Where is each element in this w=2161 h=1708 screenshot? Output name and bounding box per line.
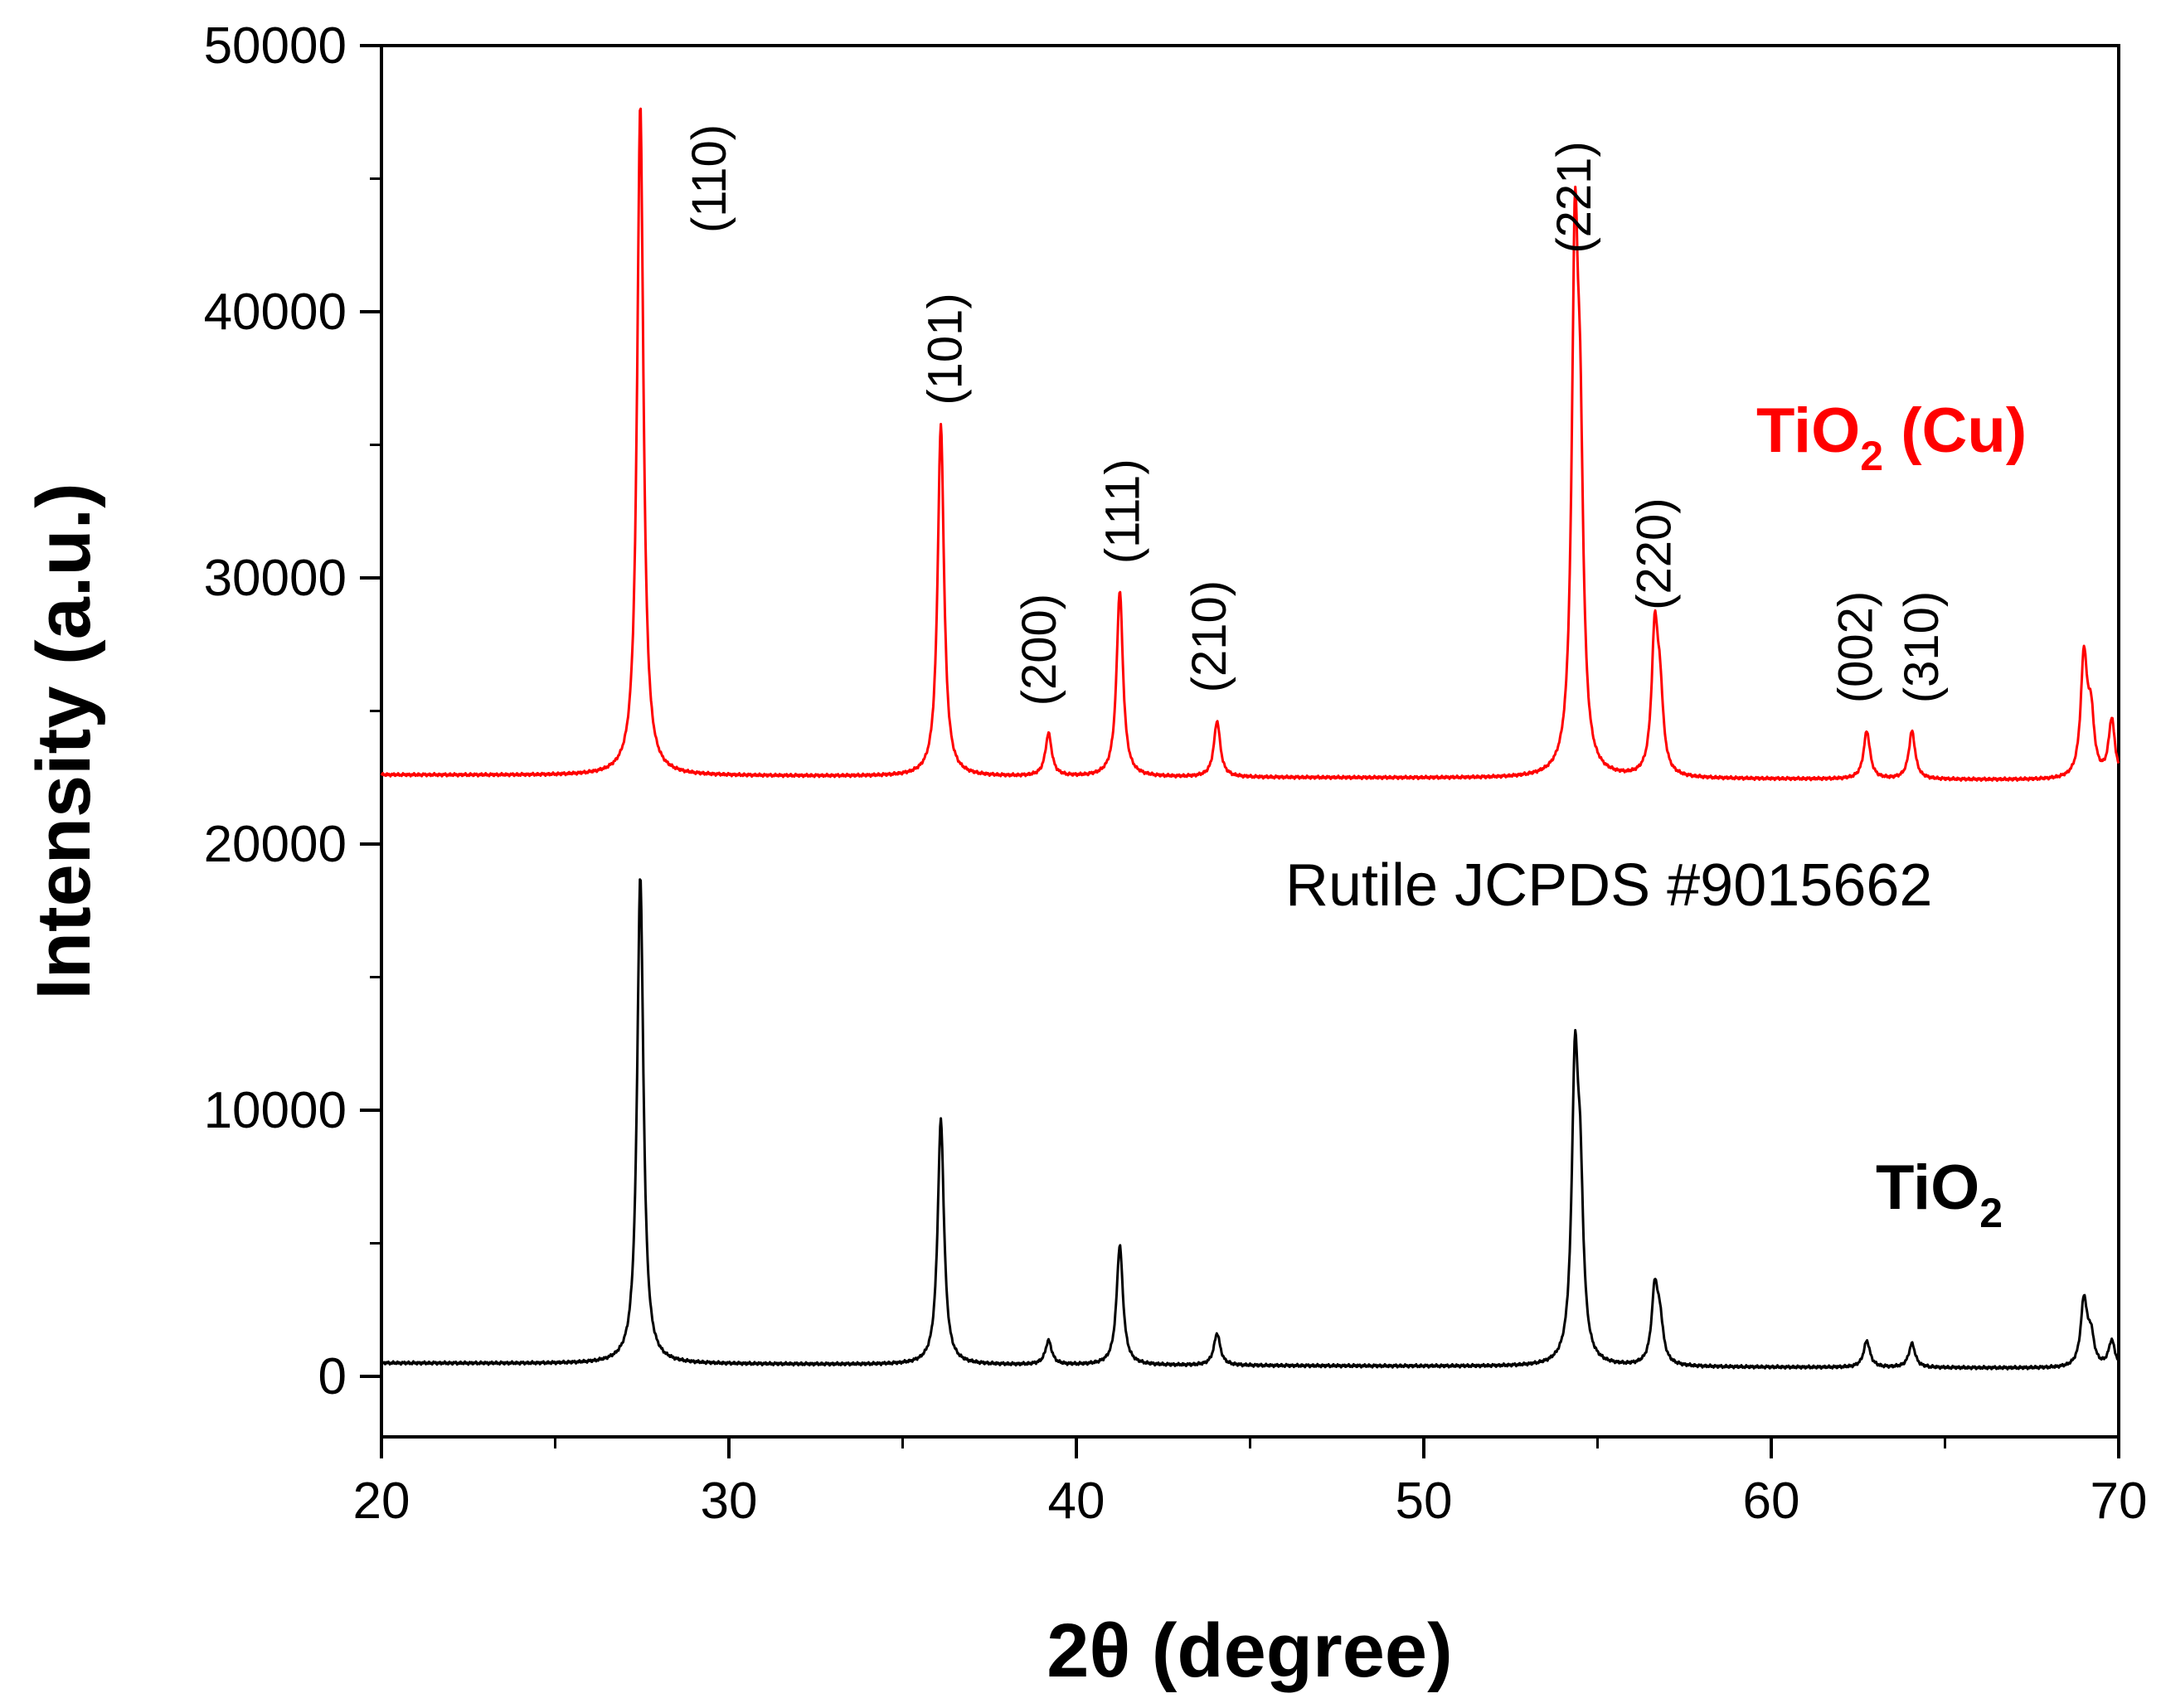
peak-label: (111) — [1095, 459, 1149, 564]
x-tick-label: 30 — [701, 1473, 758, 1530]
series-label-tio2-sub: 2 — [1979, 1190, 2003, 1236]
series-label-tio2-main: TiO — [1876, 1152, 1979, 1223]
series-label-tio2-cu-main: TiO — [1756, 395, 1860, 466]
peak-label: (110) — [682, 124, 736, 233]
reference-label: Rutile JCPDS #9015662 — [1285, 852, 1932, 919]
series-label-tio2-cu-tail: (Cu) — [1883, 395, 2027, 466]
peak-label: (220) — [1627, 497, 1681, 609]
x-tick-label: 50 — [1396, 1473, 1453, 1530]
peak-annotations: (110) (101) (200) (111) (210) (221) (220) (002)… — [682, 124, 1949, 706]
peak-label: (200) — [1013, 594, 1066, 706]
y-tick-label: 40000 — [204, 284, 347, 341]
series-label-tio2: TiO2 — [1876, 1152, 2003, 1236]
x-tick-label: 70 — [2091, 1473, 2148, 1530]
peak-label: (310) — [1895, 591, 1949, 703]
x-tick-label: 40 — [1048, 1473, 1105, 1530]
x-tick-label: 60 — [1743, 1473, 1800, 1530]
peak-label: (221) — [1547, 141, 1601, 253]
y-tick-label: 20000 — [204, 816, 347, 873]
peak-label: (002) — [1829, 591, 1883, 703]
axis-ticks: 20 30 40 50 60 70 0 10000 20000 30000 40000 50000 — [204, 17, 2148, 1530]
series-label-tio2-cu: TiO2 (Cu) — [1756, 395, 2027, 479]
y-tick-label: 50000 — [204, 17, 347, 75]
y-tick-label: 10000 — [204, 1082, 347, 1139]
y-tick-label: 30000 — [204, 550, 347, 607]
peak-label: (210) — [1182, 580, 1236, 692]
peak-label: (101) — [919, 293, 973, 405]
x-tick-label: 20 — [353, 1473, 410, 1530]
x-axis-title: 2θ (degree) — [1047, 1609, 1452, 1693]
series-line-tio2-cu — [380, 107, 2120, 783]
series-group — [380, 107, 2120, 1371]
y-tick-label: 0 — [318, 1348, 347, 1405]
series-label-tio2-cu-sub: 2 — [1860, 433, 1883, 479]
series-line-tio2 — [380, 878, 2120, 1371]
y-axis-title: Intensity (a.u.) — [22, 483, 106, 1000]
